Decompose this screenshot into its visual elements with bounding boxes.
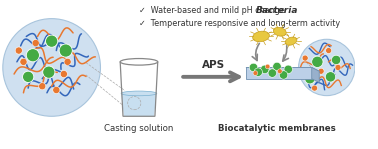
Circle shape <box>299 39 355 96</box>
Circle shape <box>325 48 332 53</box>
Text: ✓  Temperature responsive and long-term activity: ✓ Temperature responsive and long-term a… <box>139 19 340 28</box>
Circle shape <box>43 66 55 78</box>
Circle shape <box>53 86 60 94</box>
Ellipse shape <box>120 59 158 65</box>
Circle shape <box>249 63 258 72</box>
Text: Biocatalytic membranes: Biocatalytic membranes <box>218 124 336 133</box>
Polygon shape <box>246 67 319 71</box>
Circle shape <box>20 58 27 65</box>
Circle shape <box>332 55 341 65</box>
Circle shape <box>3 19 101 116</box>
Circle shape <box>279 71 288 79</box>
Circle shape <box>45 35 58 47</box>
Circle shape <box>277 69 282 74</box>
Circle shape <box>312 56 323 67</box>
Ellipse shape <box>273 27 286 36</box>
Ellipse shape <box>253 31 270 42</box>
Text: ✓  Water-based and mild pH change: ✓ Water-based and mild pH change <box>139 6 285 15</box>
Text: APS: APS <box>201 60 225 70</box>
Circle shape <box>39 83 46 90</box>
Polygon shape <box>246 67 312 79</box>
Circle shape <box>318 68 324 74</box>
Circle shape <box>15 47 22 54</box>
Circle shape <box>60 70 67 78</box>
Circle shape <box>335 65 341 70</box>
Polygon shape <box>121 93 157 116</box>
Circle shape <box>253 71 258 75</box>
Circle shape <box>325 72 336 82</box>
Ellipse shape <box>285 37 297 45</box>
Circle shape <box>59 44 72 57</box>
Circle shape <box>305 74 315 84</box>
FancyArrowPatch shape <box>183 72 239 81</box>
Circle shape <box>260 65 269 74</box>
Circle shape <box>64 58 71 65</box>
Circle shape <box>273 62 281 71</box>
Circle shape <box>302 55 308 61</box>
Text: Casting solution: Casting solution <box>104 124 174 133</box>
Circle shape <box>23 71 34 83</box>
Text: Bacteria: Bacteria <box>256 6 298 15</box>
Ellipse shape <box>121 91 157 96</box>
Circle shape <box>311 85 318 91</box>
Polygon shape <box>312 67 319 83</box>
Circle shape <box>284 65 293 74</box>
Circle shape <box>26 49 39 62</box>
Circle shape <box>254 68 262 76</box>
Circle shape <box>265 64 270 69</box>
Circle shape <box>32 39 39 47</box>
Circle shape <box>268 69 277 77</box>
